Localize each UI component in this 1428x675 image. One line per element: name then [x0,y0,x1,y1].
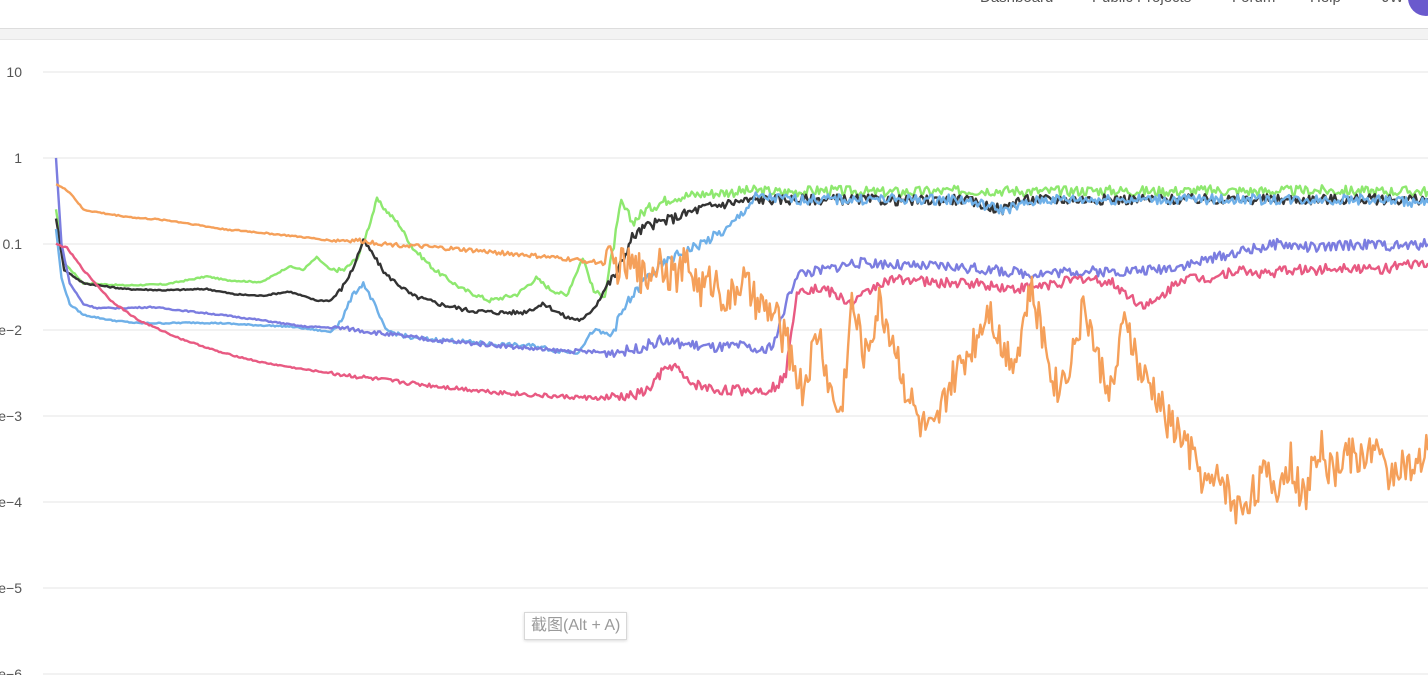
panel-header-strip [0,29,1428,40]
y-tick-label: e−2 [0,322,22,338]
series-line-0[interactable] [54,184,1428,304]
nav-help-link[interactable]: Help [1310,0,1341,11]
screenshot-shortcut-hint: 截图(Alt + A) [524,612,628,640]
top-navigation-bar: Dashboard Public Projects Forum Help JW [0,0,1428,29]
series-line-3[interactable] [54,157,1428,358]
y-tick-label: e−6 [0,666,22,675]
series-line-4[interactable] [55,242,1428,402]
nav-public-projects-link[interactable]: Public Projects [1092,0,1191,11]
y-tick-label: 0.1 [3,236,23,252]
y-tick-label: e−3 [0,408,22,424]
chart-series [54,157,1428,525]
chart-grid [43,71,1428,675]
nav-user-menu[interactable]: JW [1382,0,1404,11]
y-axis-tick-labels: 10 1 0.1 e−2 e−3 e−4 e−5 e−6 [0,64,22,675]
nav-forum-link[interactable]: Forum [1232,0,1275,11]
series-line-1[interactable] [54,193,1428,322]
series-line-2[interactable] [54,191,1428,355]
y-tick-label: 1 [14,150,22,166]
series-line-5[interactable] [55,183,1428,525]
y-tick-label: e−5 [0,580,22,596]
nav-dashboard-link[interactable]: Dashboard [980,0,1053,11]
y-tick-label: e−4 [0,494,22,510]
y-tick-label: 10 [6,64,22,80]
